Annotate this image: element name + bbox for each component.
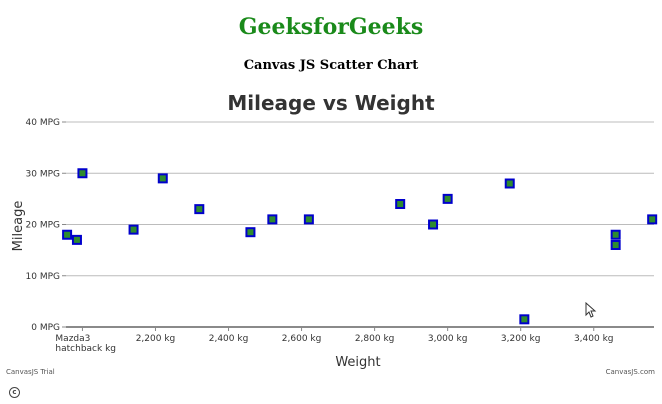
scatter-point <box>610 240 621 250</box>
scatter-point <box>303 214 314 225</box>
scatter-point <box>428 219 439 230</box>
x-tick-label: 2,600 kg <box>282 334 322 344</box>
y-tick-label: 20 MPG <box>26 221 61 231</box>
scatter-point <box>504 178 515 189</box>
page-subtitle: Canvas JS Scatter Chart <box>243 58 419 73</box>
canvasjs-site-credit[interactable]: CanvasJS.com <box>606 368 656 376</box>
x-tick-label: 2,800 kg <box>355 334 395 344</box>
x-tick-label: Mazda3 <box>55 334 90 344</box>
x-tick-label: 3,000 kg <box>428 334 468 344</box>
y-tick-label: 30 MPG <box>26 169 61 179</box>
x-tick-label: hatchback kg <box>55 344 116 354</box>
scatter-point <box>267 214 278 225</box>
copyright-icon: c <box>9 387 20 398</box>
site-title: GeeksforGeeks <box>238 14 424 40</box>
x-tick-label: 2,400 kg <box>209 334 249 344</box>
grid-lines <box>66 121 654 328</box>
scatter-point <box>128 224 139 235</box>
scatter-chart: Mileage vs Weight 0 MPG 10 MPG 20 MPG 30 MP… <box>6 91 658 376</box>
canvasjs-trial-credit[interactable]: CanvasJS Trial <box>6 368 55 376</box>
scatter-point <box>194 204 205 215</box>
mouse-pointer-icon <box>585 302 597 318</box>
y-axis-title: Mileage <box>11 201 26 252</box>
y-axis-ticks: 0 MPG 10 MPG 20 MPG 30 MPG 40 MPG <box>26 118 66 333</box>
scatter-point <box>519 314 530 325</box>
y-tick-label: 10 MPG <box>26 272 61 282</box>
x-tick-label: 3,400 kg <box>574 334 614 344</box>
y-tick-label: 0 MPG <box>31 323 60 333</box>
x-axis-title: Weight <box>335 355 380 370</box>
chart-title: Mileage vs Weight <box>227 91 435 115</box>
data-points <box>62 168 658 325</box>
scatter-point <box>157 173 168 184</box>
y-tick-label: 40 MPG <box>26 118 61 128</box>
scatter-point <box>77 168 88 179</box>
scatter-point <box>71 234 82 245</box>
x-tick-label: 3,200 kg <box>501 334 541 344</box>
scatter-point <box>610 229 621 240</box>
scatter-point <box>647 214 658 225</box>
x-tick-label: 2,200 kg <box>136 334 176 344</box>
scatter-point <box>62 229 73 240</box>
scatter-point <box>442 193 453 204</box>
scatter-point <box>395 199 406 209</box>
scatter-point <box>245 227 256 238</box>
